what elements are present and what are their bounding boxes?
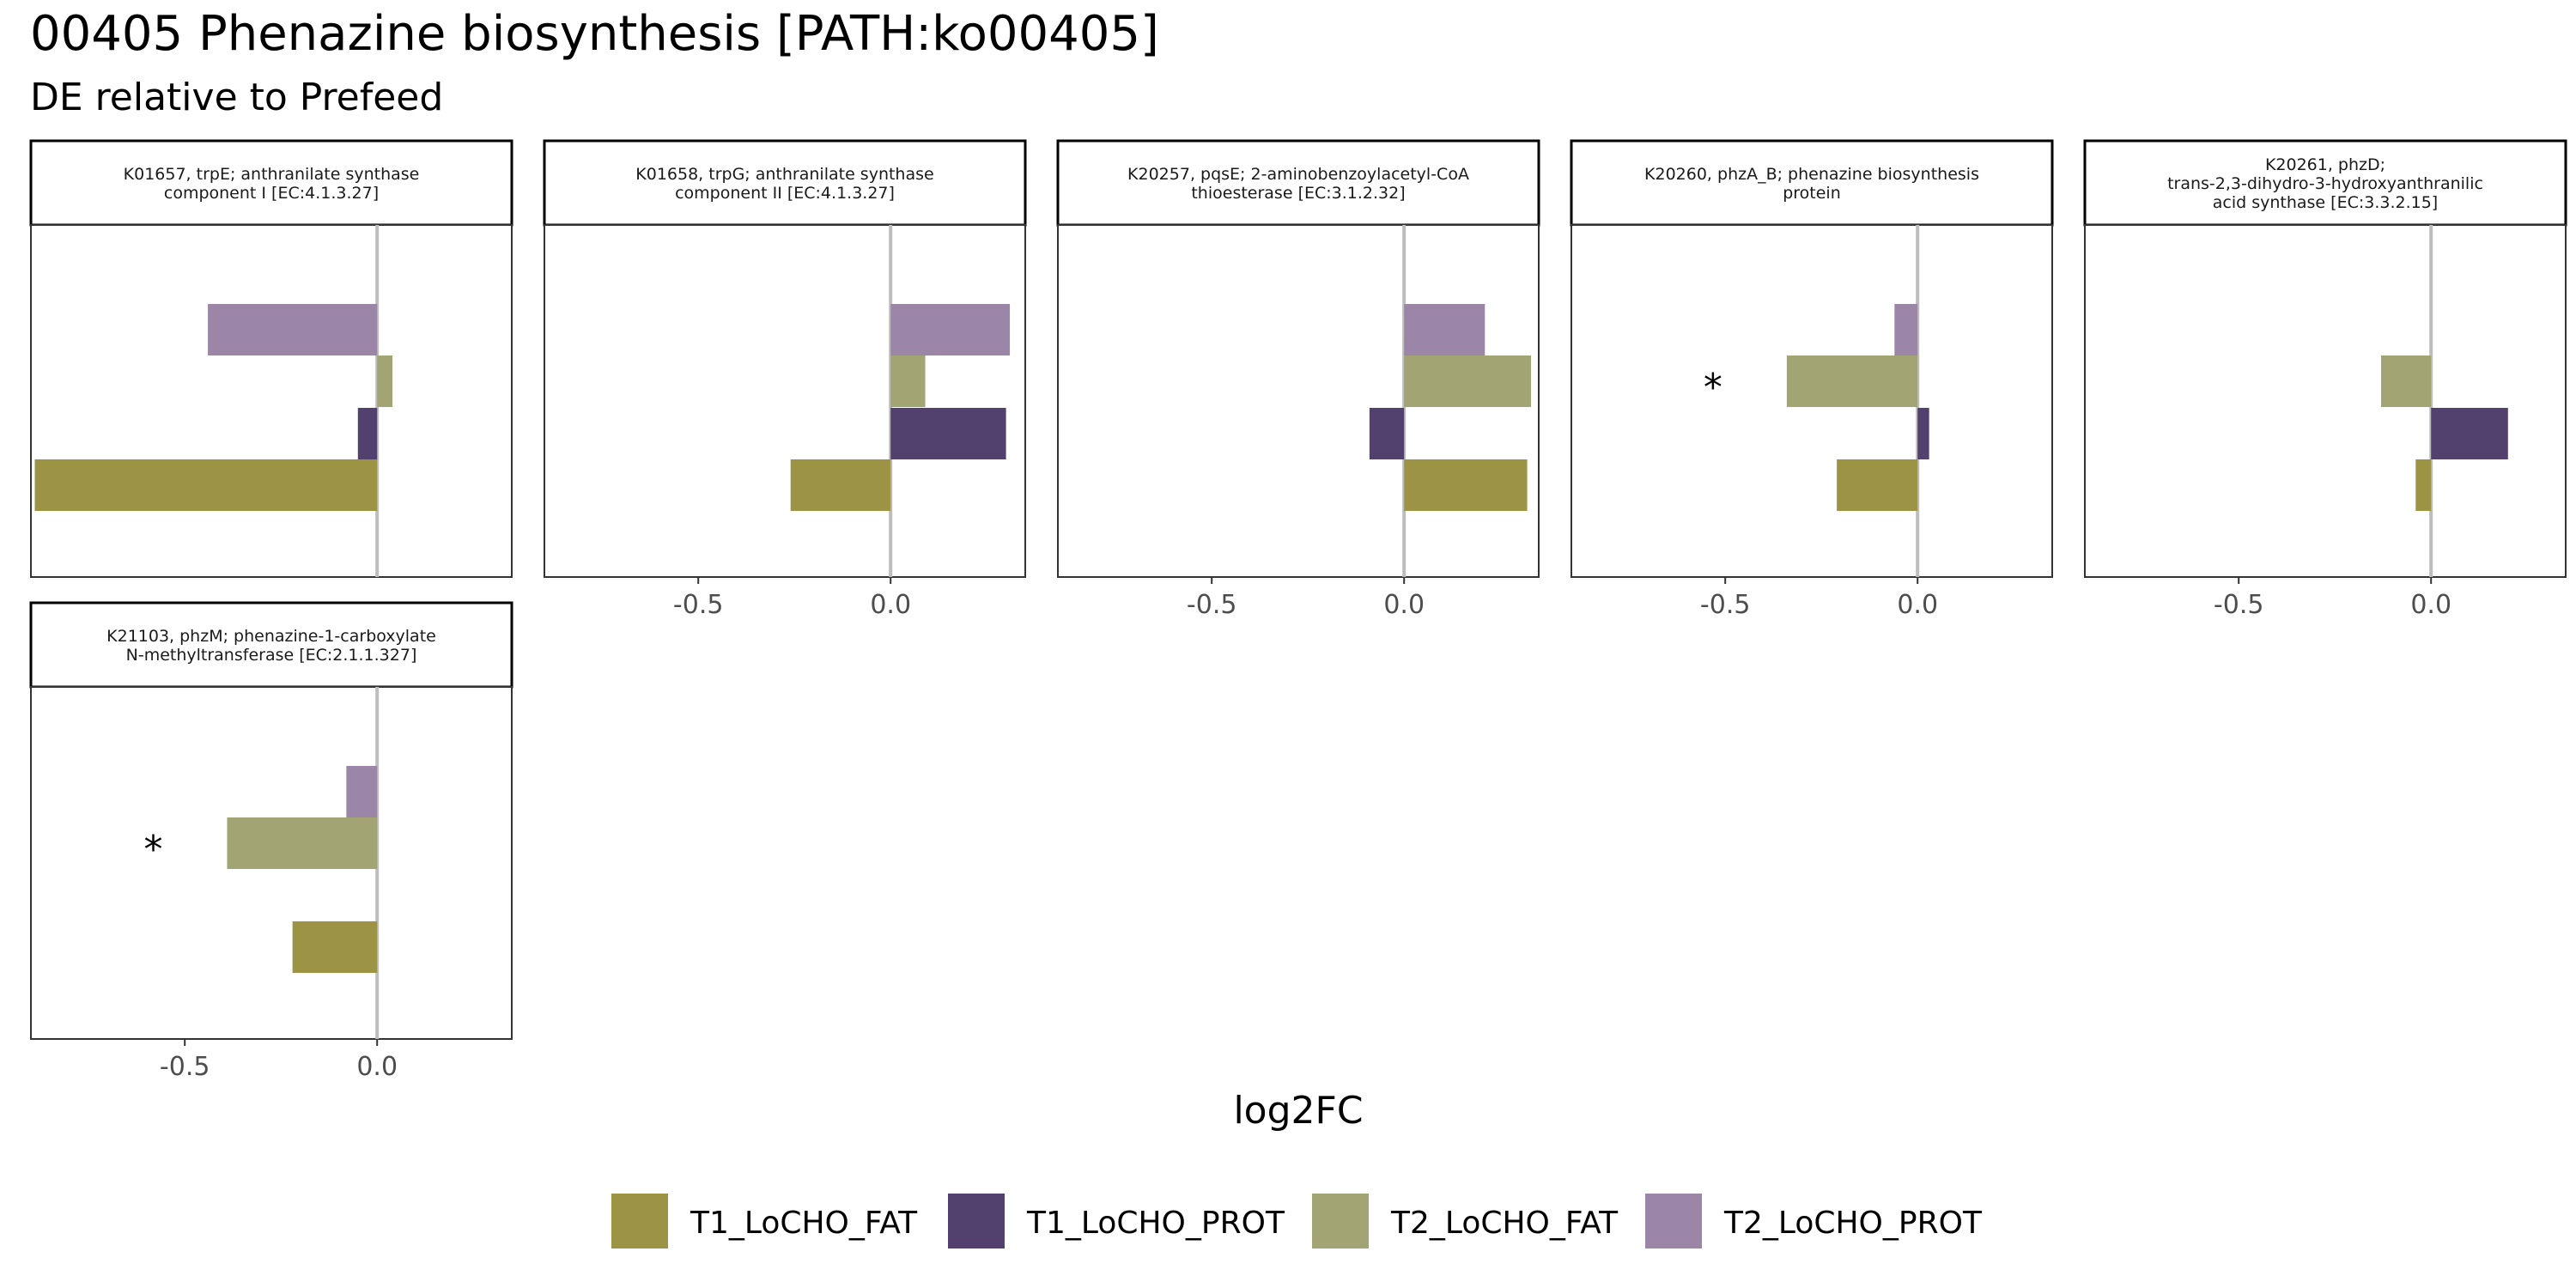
panel-plot-area: [30, 224, 513, 578]
x-tick-label: 0.0: [1383, 590, 1425, 620]
facet-strip-label: K20257, pqsE; 2-aminobenzoylacetyl-CoA: [1127, 165, 1469, 184]
x-tick-label: 0.0: [2410, 590, 2451, 620]
facet-strip-label: component I [EC:4.1.3.27]: [164, 184, 379, 203]
bar-t2-locho-fat: [1404, 355, 1532, 407]
facet-strip-label: K01658, trpG; anthranilate synthase: [635, 165, 933, 184]
legend-key: [948, 1194, 1005, 1249]
x-tick-label: -0.5: [673, 590, 724, 620]
chart-subtitle: DE relative to Prefeed: [30, 76, 443, 119]
facet-strip-label: trans-2,3-dihydro-3-hydroxyanthranilic: [2167, 174, 2483, 193]
x-tick-label: 0.0: [1897, 590, 1938, 620]
legend-item: T2_LoCHO_PROT: [1645, 1194, 1983, 1249]
legend-key: [1312, 1194, 1369, 1249]
facet-strip-label: component II [EC:4.1.3.27]: [675, 184, 895, 203]
legend-label: T2_LoCHO_PROT: [1723, 1206, 1983, 1241]
facet-panel: K21103, phzM; phenazine-1-carboxylateN-m…: [29, 601, 513, 1082]
facet-panel: K20257, pqsE; 2-aminobenzoylacetyl-CoAth…: [1056, 139, 1540, 620]
facet-strip: [2083, 139, 2567, 227]
x-tick-label: -0.5: [1187, 590, 1237, 620]
bar-t1-locho-fat: [292, 921, 378, 973]
bar-t2-locho-prot: [208, 304, 378, 355]
legend: T1_LoCHO_FAT T1_LoCHO_PROT T2_LoCHO_FAT T2_…: [611, 1194, 1983, 1249]
x-tick-label: -0.5: [2214, 590, 2264, 620]
facet-strip: [1570, 139, 2054, 227]
bar-t2-locho-fat: [377, 355, 393, 407]
x-tick-label: 0.0: [356, 1052, 398, 1082]
facet-strip-label: K01657, trpE; anthranilate synthase: [124, 165, 420, 184]
legend-label: T2_LoCHO_FAT: [1390, 1206, 1619, 1241]
bar-t1-locho-prot: [2431, 408, 2508, 459]
legend-label: T1_LoCHO_PROT: [1026, 1206, 1285, 1241]
legend-key: [1645, 1194, 1702, 1249]
legend-key: [611, 1194, 668, 1249]
facet-panel: K20261, phzD;trans-2,3-dihydro-3-hydroxy…: [2083, 139, 2567, 620]
facet-strip-label: protein: [1783, 184, 1841, 203]
facet-panel: K01657, trpE; anthranilate synthasecompo…: [29, 139, 513, 578]
bar-t2-locho-prot: [1894, 304, 1918, 355]
legend-item: T1_LoCHO_FAT: [611, 1194, 918, 1249]
facet-panel: K20260, phzA_B; phenazine biosynthesispr…: [1570, 139, 2054, 620]
facet-strip-label: acid synthase [EC:3.3.2.15]: [2213, 193, 2438, 212]
facet-strip: [543, 139, 1027, 227]
facet-panels: K01657, trpE; anthranilate synthasecompo…: [29, 139, 2567, 1082]
facet-strip-label: N-methyltransferase [EC:2.1.1.327]: [126, 646, 417, 665]
bar-t1-locho-prot: [1917, 408, 1929, 459]
bar-t1-locho-fat: [1837, 459, 1918, 511]
x-tick-label: 0.0: [870, 590, 911, 620]
bar-t2-locho-fat: [890, 355, 926, 407]
panel-plot-area: [544, 224, 1026, 578]
bar-t2-locho-fat: [1786, 355, 1918, 407]
significance-marker: *: [143, 828, 162, 872]
bar-t1-locho-prot: [357, 408, 378, 459]
bar-t2-locho-fat: [227, 817, 378, 869]
chart-title: 00405 Phenazine biosynthesis [PATH:ko004…: [30, 6, 1159, 62]
facet-strip-label: K20260, phzA_B; phenazine biosynthesis: [1644, 165, 1979, 184]
bar-t1-locho-prot: [1369, 408, 1405, 459]
facet-strip: [29, 601, 513, 689]
bar-t2-locho-prot: [1404, 304, 1485, 355]
legend-item: T1_LoCHO_PROT: [948, 1194, 1285, 1249]
bar-t2-locho-prot: [346, 766, 378, 817]
facet-panel: K01658, trpG; anthranilate synthasecompo…: [543, 139, 1027, 620]
x-axis-title: log2FC: [1233, 1089, 1363, 1133]
bar-t1-locho-prot: [890, 408, 1006, 459]
x-tick-label: -0.5: [1700, 590, 1751, 620]
facet-strip-label: K21103, phzM; phenazine-1-carboxylate: [106, 627, 436, 646]
bar-t2-locho-prot: [890, 304, 1011, 355]
bar-t1-locho-fat: [1404, 459, 1528, 511]
facet-strip: [1056, 139, 1540, 227]
x-tick-label: -0.5: [160, 1052, 210, 1082]
bar-t1-locho-fat: [34, 459, 378, 511]
bar-t2-locho-fat: [2380, 355, 2432, 407]
panel-plot-area: [2084, 224, 2567, 578]
bar-t1-locho-fat: [2415, 459, 2432, 511]
legend-label: T1_LoCHO_FAT: [690, 1206, 918, 1241]
facet-strip-label: thioesterase [EC:3.1.2.32]: [1191, 184, 1405, 203]
legend-item: T2_LoCHO_FAT: [1312, 1194, 1619, 1249]
facet-strip: [29, 139, 513, 227]
bar-t1-locho-fat: [790, 459, 891, 511]
facet-strip-label: K20261, phzD;: [2265, 155, 2385, 174]
significance-marker: *: [1704, 366, 1722, 410]
